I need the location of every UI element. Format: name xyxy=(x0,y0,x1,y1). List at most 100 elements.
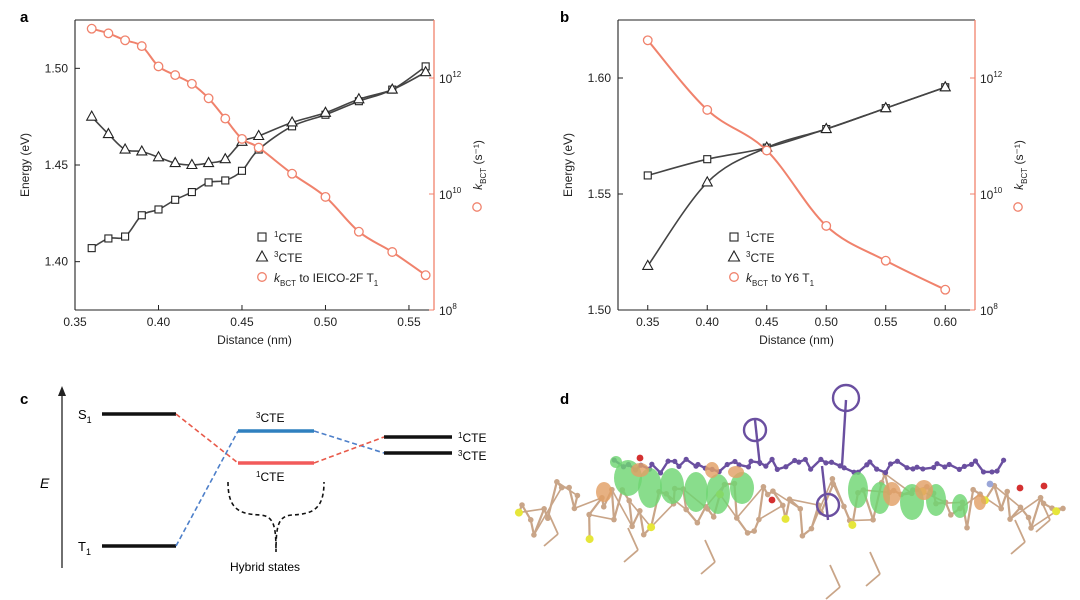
carbon-atom xyxy=(948,512,954,518)
hybrid-1cte-label: 1CTE xyxy=(256,470,284,484)
legend-label: kBCT to Y6 T1 xyxy=(746,271,815,288)
carbon-atom xyxy=(640,531,647,538)
carbon-atom xyxy=(786,496,793,502)
acceptor-atom xyxy=(828,459,835,465)
singlet-point xyxy=(87,244,96,253)
sulfur-atom xyxy=(647,523,656,532)
side-chain-bond xyxy=(623,549,639,563)
side-chain-bond xyxy=(543,533,559,547)
acceptor-atom xyxy=(837,463,843,469)
rate-point xyxy=(940,284,951,295)
acceptor-atom xyxy=(904,465,910,471)
y-axis-label: Energy (eV) xyxy=(18,133,32,197)
hybrid-3cte-label: 3CTE xyxy=(256,411,284,425)
y2-tick-label: 108 xyxy=(439,302,457,318)
orbital-lobe-negative xyxy=(705,462,719,478)
singlet-point xyxy=(643,171,652,180)
acceptor-atom xyxy=(665,458,671,464)
singlet-point xyxy=(171,195,180,204)
orbital-lobe-negative xyxy=(728,466,744,478)
legend-triangle-icon xyxy=(727,249,741,262)
hybrid-brace xyxy=(227,481,325,553)
carbon-atom xyxy=(519,502,525,508)
backbone-bond xyxy=(993,485,1003,509)
carbon-atom xyxy=(1025,514,1032,521)
acceptor-atom xyxy=(774,466,780,472)
acceptor-atom xyxy=(808,466,814,472)
x-tick-label: 0.45 xyxy=(755,315,779,329)
triplet-point xyxy=(701,175,714,187)
heteroatom xyxy=(1016,484,1024,492)
triplet-point xyxy=(152,150,165,162)
side-chain-bond xyxy=(1039,497,1051,521)
rate-point xyxy=(387,247,398,257)
legend-circle-icon xyxy=(257,272,267,282)
backbone-bond xyxy=(735,517,749,534)
carbon-atom xyxy=(770,488,776,494)
backbone-bond xyxy=(736,486,765,519)
triplet-point xyxy=(219,152,232,164)
y2-axis-marker xyxy=(472,202,482,212)
acceptor-atom xyxy=(972,458,979,464)
orbital-lobe-negative xyxy=(974,494,986,510)
x-tick-label: 0.55 xyxy=(397,315,421,329)
y2-axis-marker xyxy=(1013,202,1023,212)
acceptor-atom xyxy=(796,459,802,465)
legend-square-icon xyxy=(257,232,267,242)
backbone-bond xyxy=(696,506,707,524)
carbon-atom xyxy=(733,515,740,521)
x-axis-label: Distance (nm) xyxy=(759,333,834,347)
legend-circle-icon xyxy=(729,272,739,282)
side-chain-bond xyxy=(865,573,881,587)
backbone-bond xyxy=(521,504,532,521)
sulfur-atom xyxy=(514,508,523,517)
singlet-point xyxy=(154,205,163,214)
y-tick-label: 1.45 xyxy=(45,158,69,172)
carbon-atom xyxy=(541,506,547,512)
triplet-point xyxy=(169,156,182,168)
triplet-point xyxy=(319,106,332,117)
singlet-point xyxy=(187,188,196,197)
acceptor-atom xyxy=(649,461,655,467)
rate-point xyxy=(880,255,891,266)
backbone-bond xyxy=(758,504,784,521)
acceptor-atom xyxy=(841,465,847,471)
rate-point xyxy=(821,220,832,231)
side-chain-bond xyxy=(869,551,881,575)
acceptor-atom xyxy=(792,457,798,464)
backbone-bond xyxy=(643,503,675,536)
carbon-atom xyxy=(554,479,560,485)
heteroatom xyxy=(986,480,994,488)
orbital-lobe-positive xyxy=(638,468,662,508)
molecule-rendering xyxy=(514,383,1066,600)
sulfur-atom xyxy=(585,535,594,544)
orbital-lobe-negative xyxy=(883,482,901,506)
backbone-bond xyxy=(965,489,975,528)
acceptor-atom xyxy=(994,468,1000,474)
acceptor-atom xyxy=(732,458,738,465)
singlet-point xyxy=(237,166,247,175)
carbon-atom xyxy=(1007,516,1013,522)
dash-1cte-to-right xyxy=(313,436,385,464)
singlet-fit-line xyxy=(91,65,427,249)
acceptor-atom xyxy=(980,469,987,475)
carbon-atom xyxy=(1037,494,1044,501)
carbon-atom xyxy=(797,505,804,512)
acceptor-atom xyxy=(956,466,962,473)
carbon-atom xyxy=(566,484,572,491)
orbital-lobe-positive xyxy=(684,472,708,512)
side-chain-bond xyxy=(1035,519,1051,533)
singlet-point xyxy=(121,232,130,241)
backbone-bond xyxy=(638,510,645,535)
rate-point xyxy=(120,35,131,46)
side-chain-bond xyxy=(1010,541,1026,555)
rate-point xyxy=(220,113,231,124)
y2-tick-label: 108 xyxy=(980,302,998,318)
triplet-point xyxy=(386,82,399,94)
triplet-point xyxy=(641,259,654,270)
legend-label: 3CTE xyxy=(746,250,774,265)
carbon-atom xyxy=(799,532,806,539)
triplet-point xyxy=(185,158,198,170)
carbon-atom xyxy=(779,502,786,509)
